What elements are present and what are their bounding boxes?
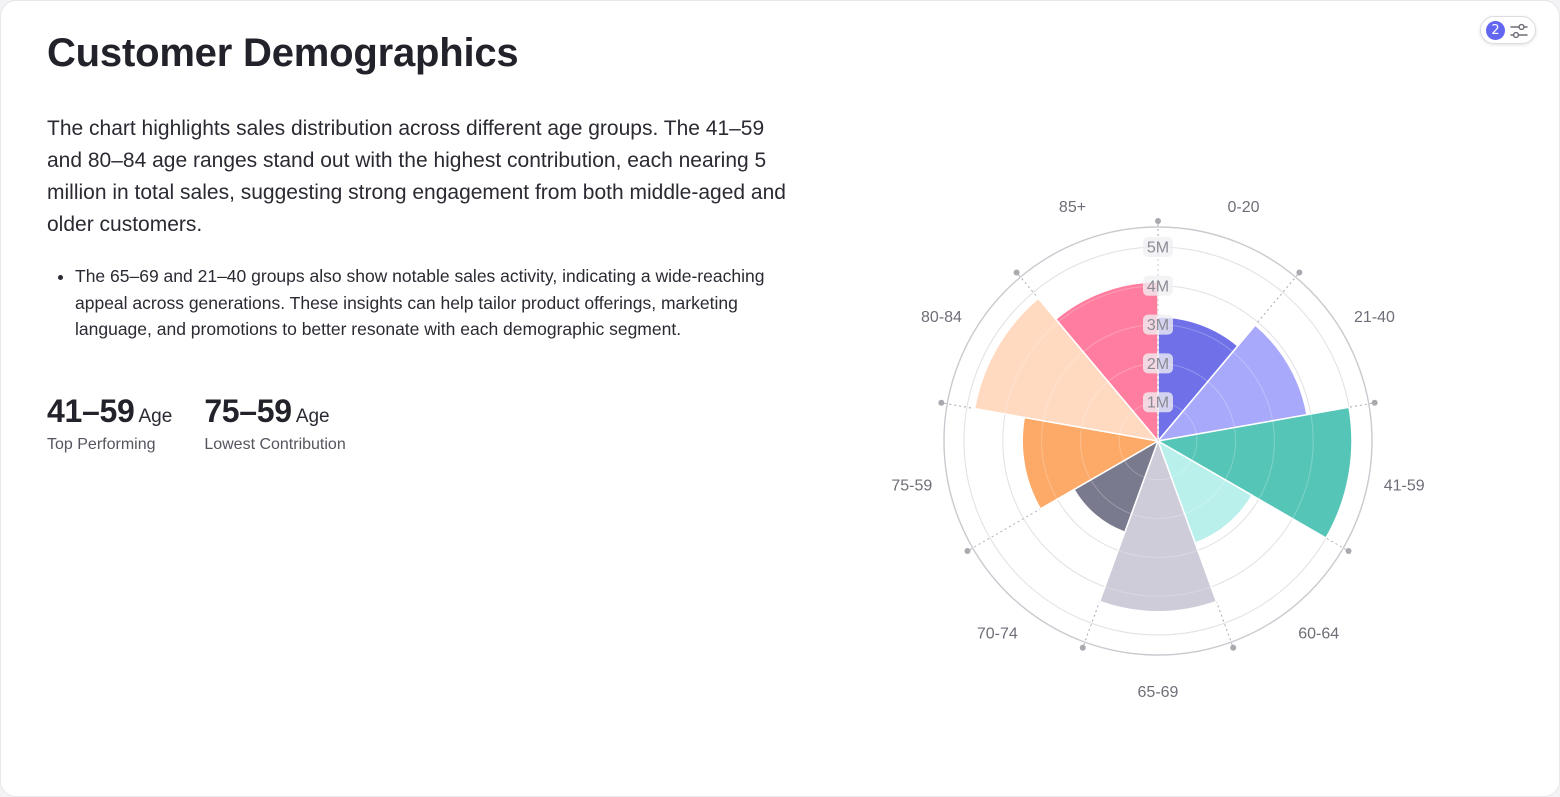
wedge-65-69: [1098, 438, 1218, 613]
stat-unit: Age: [138, 406, 173, 427]
polar-area-chart: 1M 2M 3M 4M 5M 0-20 21-40 41-59 60-64 65-69 70-74 7…: [891, 199, 1425, 701]
tick-label-bg: [1143, 314, 1173, 335]
category-label: 0-20: [1227, 199, 1259, 216]
insight-item: The 65–69 and 21–40 groups also show not…: [75, 263, 775, 343]
summary-paragraph: The chart highlights sales distribution …: [47, 117, 786, 236]
stats-row: 41–59 Age Top Performing 75–59 Age Lowes…: [47, 393, 346, 454]
category-label: 65-69: [1138, 684, 1179, 701]
page-title: Customer Demographics: [47, 31, 519, 75]
tick-label: 1M: [1147, 395, 1169, 412]
category-label: 75-59: [891, 477, 932, 494]
stat-value: 41–59: [47, 393, 135, 429]
stat-unit: Age: [295, 406, 330, 427]
wedge-60-64: [1156, 439, 1254, 545]
tick-label: 2M: [1147, 356, 1169, 373]
spoke-dot: [1079, 644, 1086, 651]
stat-value: 75–59: [204, 393, 292, 429]
tick-label: 5M: [1147, 240, 1169, 257]
wedge-21-40: [1156, 324, 1308, 443]
spoke-dot: [1230, 644, 1237, 651]
tick-label-bg: [1143, 353, 1173, 374]
filter-button[interactable]: 2: [1480, 16, 1536, 44]
sliders-icon: [1510, 23, 1528, 39]
wedge-75-59: [1021, 416, 1161, 510]
spoke-dot: [1371, 399, 1378, 406]
spoke-dot: [1345, 548, 1352, 554]
tick-label-bg: [1143, 392, 1173, 413]
spoke-dot: [964, 548, 971, 554]
wedge-80-84: [973, 297, 1160, 443]
spoke-dot: [1013, 269, 1020, 276]
chart-outer-ring: [943, 226, 1373, 656]
insight-list: The 65–69 and 21–40 groups also show not…: [47, 263, 775, 343]
tick-label-bg: [1143, 237, 1173, 257]
tick-label: 3M: [1147, 317, 1169, 334]
category-label: 21-40: [1354, 309, 1395, 326]
category-label: 60-64: [1298, 626, 1339, 643]
category-label: 70-74: [977, 626, 1018, 643]
category-label: 85+: [1059, 199, 1086, 216]
stat-lowest-contribution: 75–59 Age Lowest Contribution: [204, 393, 345, 454]
filter-count-badge: 2: [1486, 21, 1505, 40]
spoke-dot: [938, 399, 945, 406]
stat-top-performing: 41–59 Age Top Performing: [47, 393, 172, 454]
spoke-dot: [1155, 218, 1161, 224]
stat-label: Top Performing: [47, 436, 156, 453]
tick-label: 4M: [1147, 278, 1169, 295]
tick-label-bg: [1143, 275, 1173, 296]
category-label: 41-59: [1384, 477, 1425, 494]
wedge-41-59: [1155, 406, 1353, 540]
category-label: 80-84: [921, 309, 962, 326]
spoke-dot: [1296, 269, 1303, 276]
wedge-70-74: [1072, 439, 1160, 534]
stat-label: Lowest Contribution: [204, 436, 346, 453]
